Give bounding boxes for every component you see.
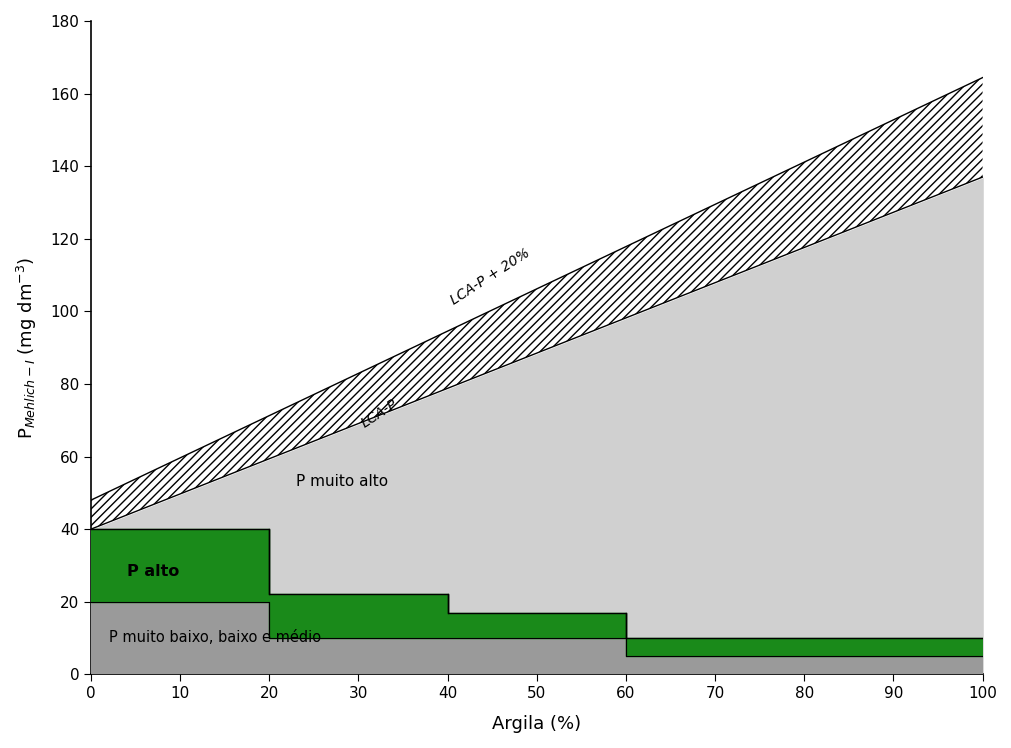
Polygon shape xyxy=(91,529,982,656)
Y-axis label: P$_{Mehlich-I}$ (mg dm$^{-3}$): P$_{Mehlich-I}$ (mg dm$^{-3}$) xyxy=(15,257,39,439)
X-axis label: Argila (%): Argila (%) xyxy=(491,715,580,733)
Polygon shape xyxy=(91,601,982,674)
Text: P alto: P alto xyxy=(126,564,179,579)
Text: LCA-P + 20%: LCA-P + 20% xyxy=(447,245,532,307)
Text: P muito baixo, baixo e médio: P muito baixo, baixo e médio xyxy=(109,630,320,645)
Text: LCA-P: LCA-P xyxy=(358,396,399,431)
Text: P muito alto: P muito alto xyxy=(296,473,388,488)
